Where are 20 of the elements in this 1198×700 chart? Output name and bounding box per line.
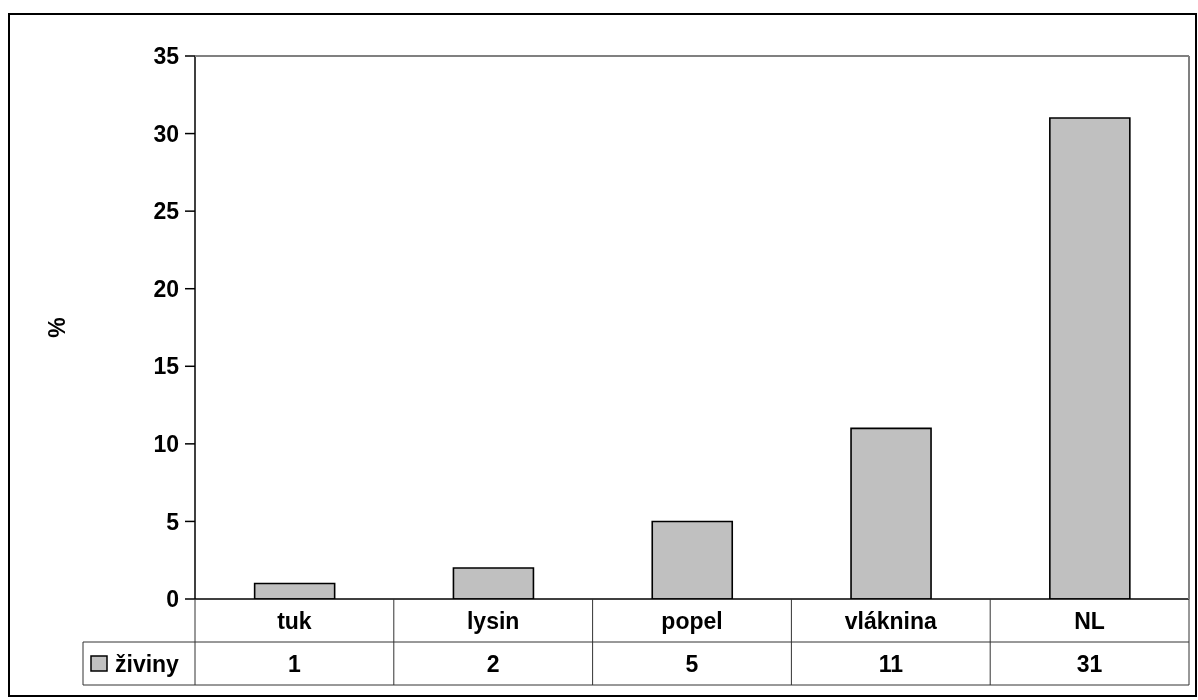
data-label: 5 [685, 650, 699, 677]
y-tick-label: 30 [153, 120, 179, 147]
data-label: 2 [486, 650, 500, 677]
x-tick-label: tuk [277, 607, 312, 634]
y-tick-label: 0 [166, 586, 179, 613]
data-label: 1 [288, 650, 301, 677]
y-tick-label: 20 [153, 275, 179, 302]
y-axis-title: % [44, 317, 70, 338]
data-label: 31 [1076, 650, 1103, 677]
x-tick-label: popel [661, 607, 723, 634]
x-tick-label: NL [1074, 607, 1105, 634]
y-tick-label: 15 [153, 353, 180, 380]
y-tick-label: 10 [153, 431, 179, 458]
legend-label: živiny [115, 650, 180, 677]
x-tick-label: lysin [466, 607, 520, 634]
y-tick-label: 5 [166, 508, 180, 535]
data-label: 11 [878, 650, 904, 677]
y-tick-label: 25 [153, 198, 180, 225]
y-tick-label: 35 [153, 43, 180, 70]
x-tick-label: vláknina [844, 607, 938, 634]
